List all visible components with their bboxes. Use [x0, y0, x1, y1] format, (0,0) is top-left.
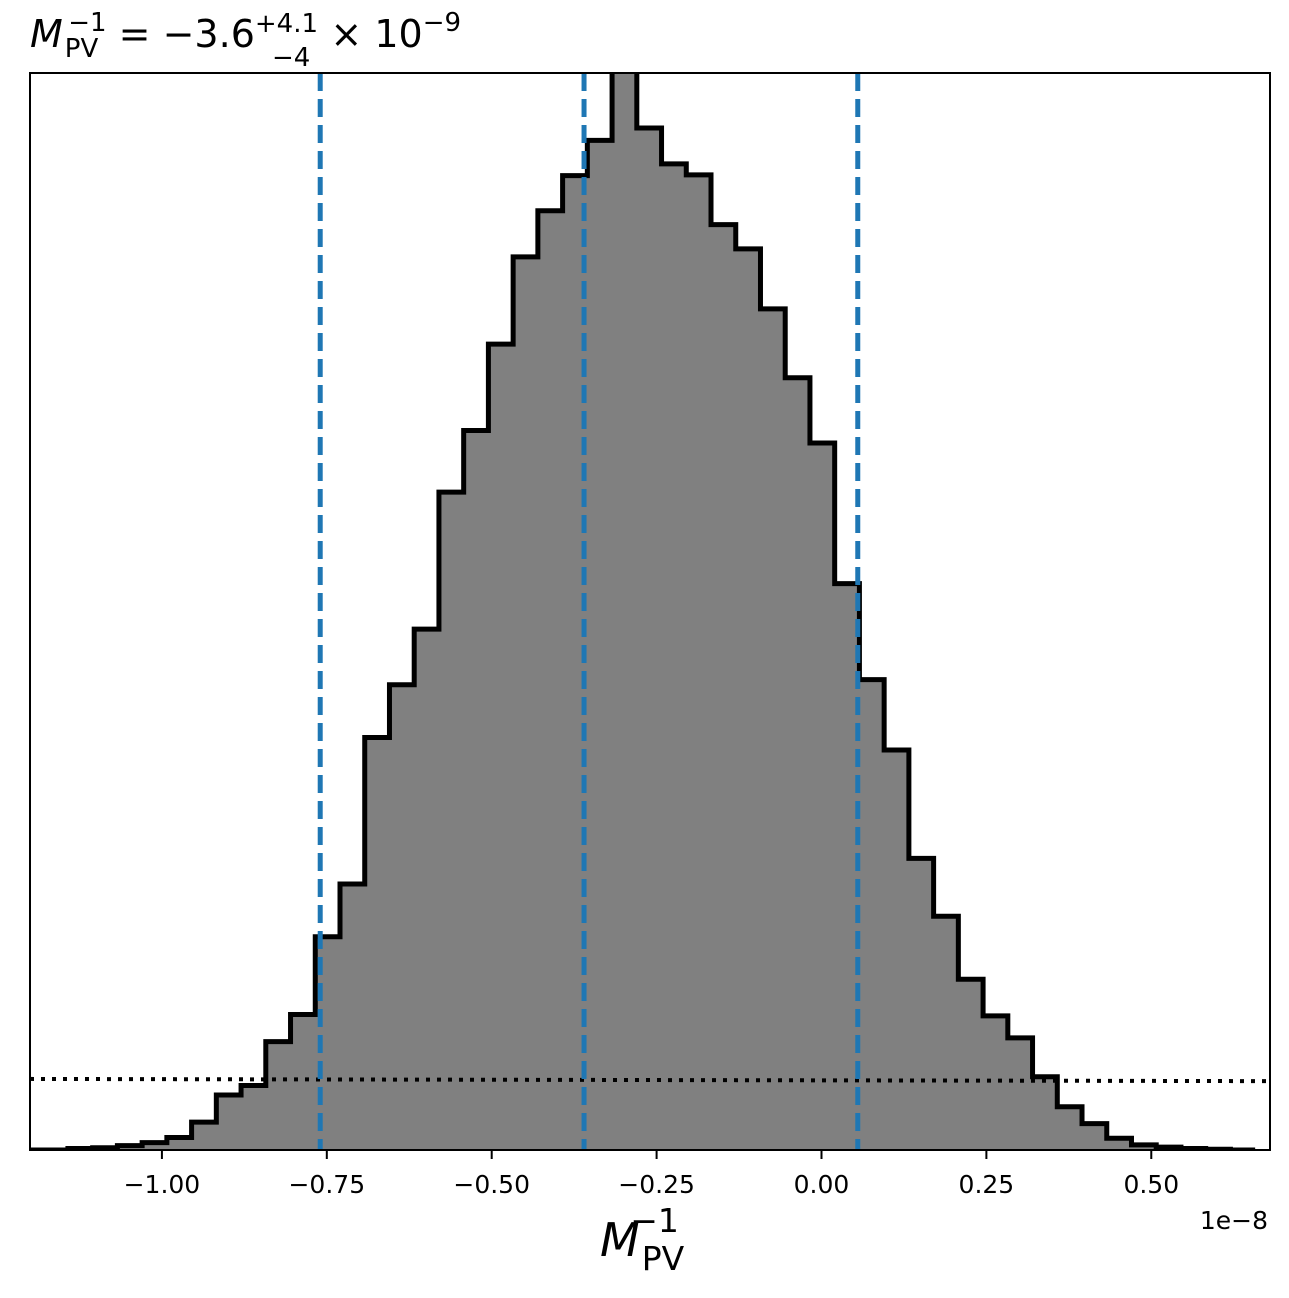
x-tick-label: 0.25: [959, 1170, 1015, 1199]
histogram-bar: [809, 442, 836, 1150]
histogram-bar: [1131, 1144, 1157, 1150]
histogram-bar: [513, 256, 539, 1150]
x-tick-label: −0.50: [453, 1170, 530, 1199]
histogram-bar: [488, 344, 514, 1150]
x-axis-label: MPV−1: [600, 1201, 685, 1278]
histogram-bar: [958, 979, 984, 1150]
histogram-bar: [785, 377, 811, 1150]
histogram-bar: [166, 1137, 193, 1150]
histogram-bar: [933, 916, 959, 1150]
histogram-bar: [290, 1014, 316, 1150]
x-tick-label: 0.50: [1123, 1170, 1179, 1199]
histogram-bar: [587, 140, 613, 1150]
histogram-bar: [1057, 1106, 1083, 1150]
histogram-bar: [389, 684, 415, 1150]
plot-area: [30, 73, 1270, 1150]
histogram-bar: [1106, 1138, 1132, 1150]
histogram-bar: [612, 73, 638, 1150]
x-tick-label: −0.25: [618, 1170, 695, 1199]
histogram-bar: [463, 430, 489, 1150]
histogram-bar: [760, 308, 786, 1150]
chart-title: MPV−1 = −3.6+4.1 −4 × 10−9: [30, 8, 461, 73]
histogram-bar: [340, 884, 366, 1150]
x-axis-ticks: −1.00 −0.75 −0.50 −0.25 0.00 0.25 0.50: [124, 1150, 1179, 1199]
histogram-bar: [1082, 1123, 1108, 1150]
histogram-outline: [30, 73, 1256, 1150]
histogram-bar: [438, 492, 465, 1150]
histogram-bar: [636, 127, 663, 1150]
histogram-bar: [884, 749, 910, 1150]
axes-frame: [29, 72, 1271, 1151]
x-tick-label: −1.00: [124, 1170, 201, 1199]
histogram-bar: [1032, 1076, 1058, 1150]
histogram-bar: [983, 1015, 1009, 1150]
histogram-bar: [711, 224, 737, 1150]
x-tick-label: −0.75: [288, 1170, 365, 1199]
x-offset-multiplier: 1e−8: [1200, 1206, 1268, 1235]
histogram-bar: [216, 1095, 242, 1150]
histogram-bar: [908, 858, 935, 1150]
histogram-bar: [414, 629, 440, 1150]
histogram-bar: [364, 737, 390, 1150]
histogram-bar: [142, 1142, 168, 1150]
histogram-bar: [735, 248, 761, 1150]
histogram-bar: [686, 174, 712, 1150]
histogram-bar: [661, 163, 687, 1150]
histogram-bar: [1007, 1037, 1034, 1150]
x-tick-label: 0.00: [794, 1170, 850, 1199]
histogram-bar: [265, 1041, 292, 1150]
histogram-bar: [859, 679, 885, 1150]
histogram-bar: [241, 1085, 267, 1150]
histogram-bar: [537, 210, 564, 1150]
histogram-bar: [191, 1122, 217, 1150]
